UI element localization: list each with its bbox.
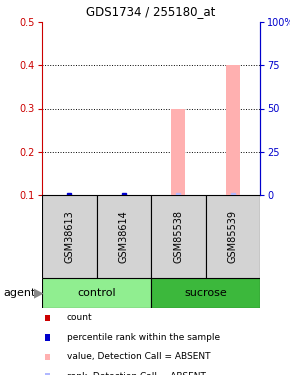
Text: ▶: ▶ — [34, 286, 44, 300]
Text: rank, Detection Call = ABSENT: rank, Detection Call = ABSENT — [67, 372, 206, 375]
Text: GSM85538: GSM85538 — [173, 210, 183, 263]
Text: value, Detection Call = ABSENT: value, Detection Call = ABSENT — [67, 352, 210, 362]
Text: sucrose: sucrose — [184, 288, 227, 298]
Text: agent: agent — [3, 288, 35, 298]
Bar — [42, 195, 97, 278]
Text: count: count — [67, 314, 92, 322]
Bar — [226, 65, 240, 195]
Text: GSM38614: GSM38614 — [119, 210, 129, 263]
Bar — [97, 195, 151, 278]
Text: control: control — [77, 288, 116, 298]
Bar — [151, 278, 260, 308]
Bar — [206, 195, 260, 278]
Bar — [171, 108, 185, 195]
Text: GSM38613: GSM38613 — [64, 210, 74, 263]
Text: GSM85539: GSM85539 — [228, 210, 238, 263]
Text: percentile rank within the sample: percentile rank within the sample — [67, 333, 220, 342]
Bar — [42, 278, 151, 308]
Bar — [151, 195, 206, 278]
Text: GDS1734 / 255180_at: GDS1734 / 255180_at — [86, 5, 216, 18]
